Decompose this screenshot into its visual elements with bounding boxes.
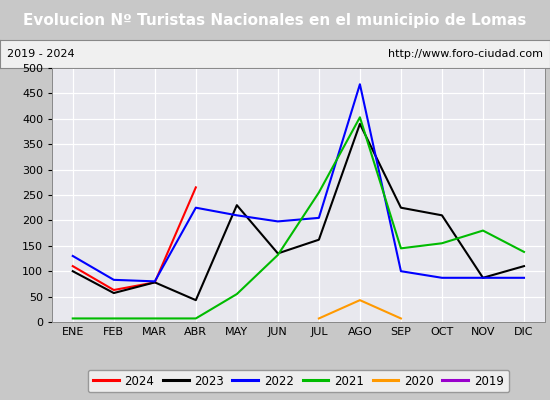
Text: Evolucion Nº Turistas Nacionales en el municipio de Lomas: Evolucion Nº Turistas Nacionales en el m… <box>23 12 527 28</box>
Text: 2019 - 2024: 2019 - 2024 <box>7 49 74 59</box>
Legend: 2024, 2023, 2022, 2021, 2020, 2019: 2024, 2023, 2022, 2021, 2020, 2019 <box>88 370 509 392</box>
Text: http://www.foro-ciudad.com: http://www.foro-ciudad.com <box>388 49 543 59</box>
